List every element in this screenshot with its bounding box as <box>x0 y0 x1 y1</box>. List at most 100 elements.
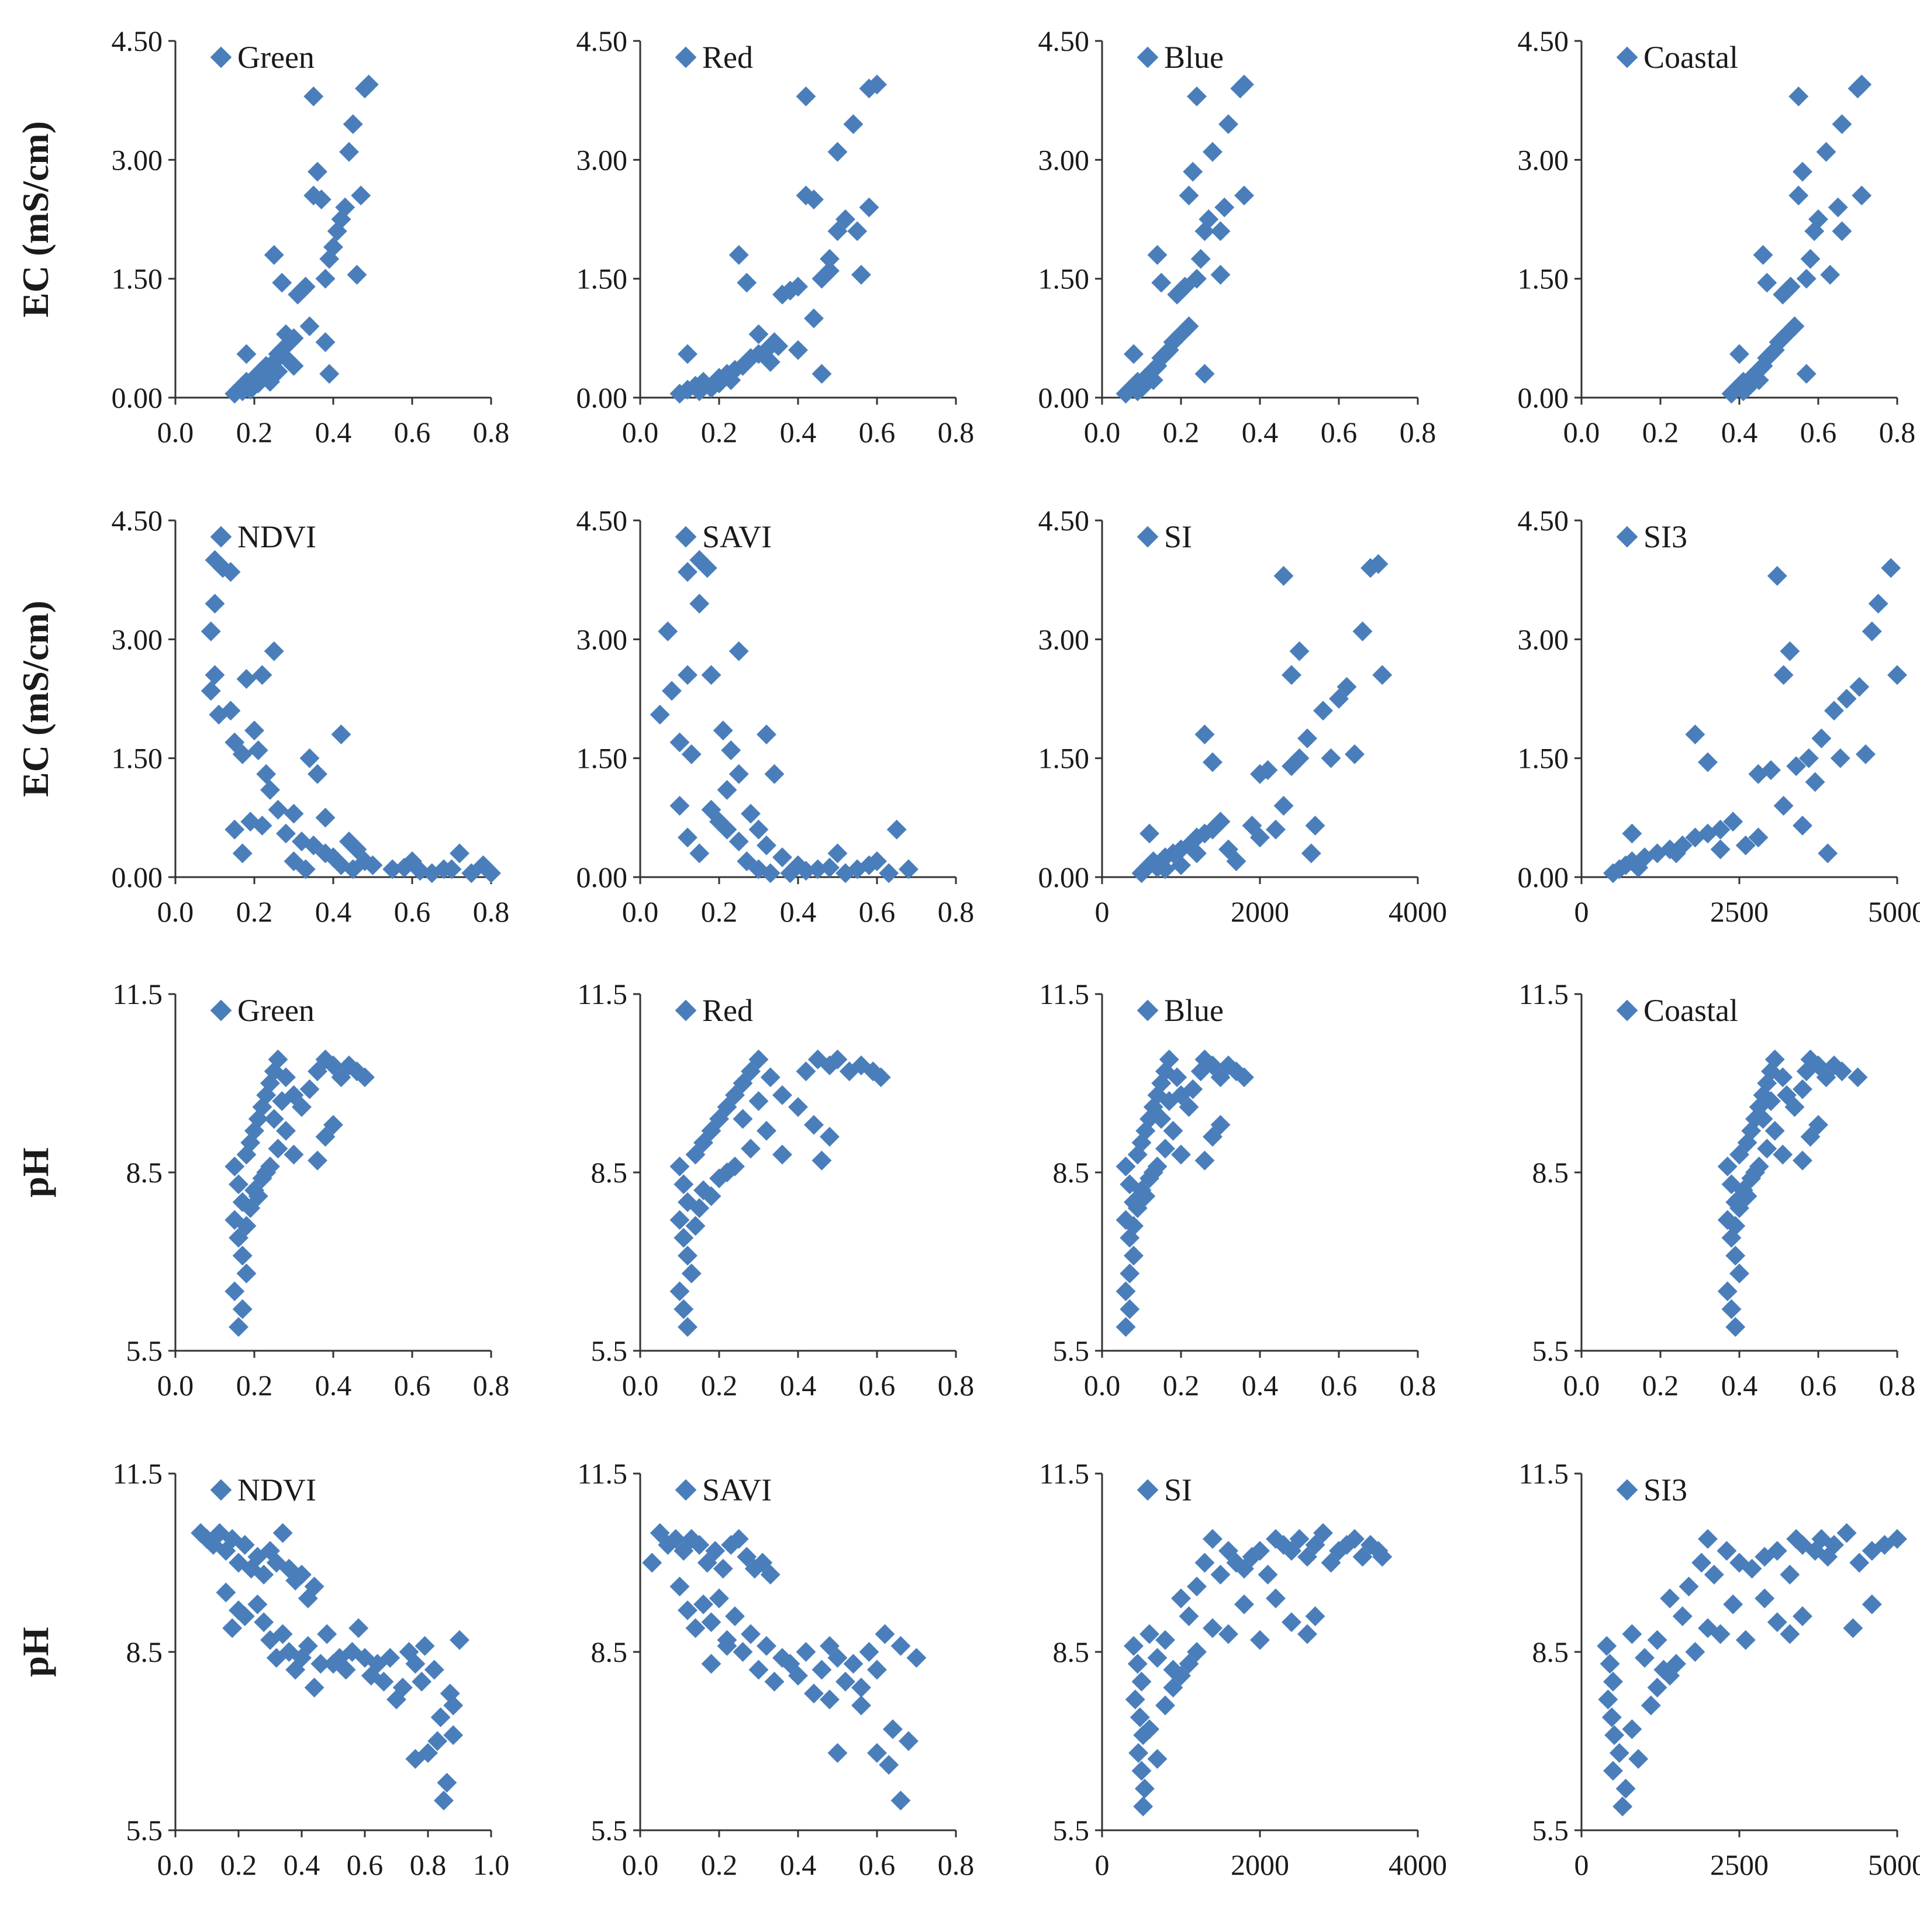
scatter-point <box>299 316 320 336</box>
x-tick-label: 0.4 <box>780 895 817 928</box>
scatter-point <box>1767 1612 1787 1633</box>
scatter-point <box>252 815 272 836</box>
scatter-point <box>424 1660 444 1680</box>
scatter-point <box>1190 249 1211 269</box>
scatter-point <box>1710 1624 1731 1644</box>
legend-label: SAVI <box>702 519 772 554</box>
scatter-point <box>827 1648 848 1668</box>
x-tick-label: 0.4 <box>1242 416 1279 448</box>
scatter-point <box>1764 1049 1785 1070</box>
scatter-point <box>299 748 320 768</box>
scatter-point <box>1345 744 1365 764</box>
x-tick-label: 0.0 <box>622 416 659 448</box>
x-tick-label: 0 <box>1574 1848 1589 1881</box>
scatter-point <box>1725 1246 1746 1266</box>
scatter-point <box>430 1707 451 1727</box>
scatter-point <box>681 1263 702 1284</box>
scatter-point <box>1297 728 1317 748</box>
y-tick-label: 1.50 <box>112 742 163 775</box>
scatter-point <box>264 641 284 661</box>
scatter-point <box>295 859 316 879</box>
scatter-point <box>757 1120 776 1141</box>
scatter-point <box>674 1174 694 1195</box>
y-tick-label: 4.50 <box>576 25 628 57</box>
scatter-point <box>1622 823 1642 844</box>
x-tick-label: 0.2 <box>1163 1369 1200 1402</box>
y-tick-label: 1.50 <box>1518 263 1569 295</box>
x-tick-label: 4000 <box>1389 895 1447 928</box>
scatter-point <box>264 245 284 265</box>
scatter-point <box>268 799 288 820</box>
scatter-point <box>689 594 710 614</box>
chart-panel-13: 5.5 8.5 11.5 0.0 0.2 0.4 0.6 0.8 1.0 pH NDVI <box>15 1457 509 1881</box>
scatter-point <box>772 1085 792 1105</box>
scatter-point <box>772 1144 792 1165</box>
scatter-point <box>355 1067 375 1088</box>
scatter-point <box>1729 344 1749 364</box>
scatter-point <box>1753 1109 1773 1129</box>
legend-marker <box>675 1479 697 1501</box>
legend-marker <box>1137 46 1159 68</box>
scatter-point <box>851 264 871 285</box>
scatter-point <box>1755 1588 1775 1609</box>
x-tick-label: 2500 <box>1710 1848 1769 1881</box>
scatter-point <box>1704 1564 1724 1585</box>
y-tick-label: 3.00 <box>1038 143 1090 176</box>
x-tick-label: 0.2 <box>1642 416 1679 448</box>
x-tick-label: 0 <box>1574 895 1589 928</box>
y-tick-label: 3.00 <box>576 623 628 656</box>
scatter-point <box>1155 1630 1175 1650</box>
scatter-point <box>1788 185 1809 206</box>
scatter-point <box>741 1138 761 1159</box>
scatter-point <box>1710 819 1731 840</box>
scatter-point <box>225 1156 245 1177</box>
scatter-point <box>879 863 899 884</box>
x-tick-label: 5000 <box>1868 1848 1920 1881</box>
scatter-point <box>681 744 702 764</box>
scatter-point <box>1721 1299 1742 1319</box>
scatter-point <box>728 832 749 851</box>
x-tick-label: 0.0 <box>157 895 194 928</box>
scatter-point <box>1120 1263 1140 1284</box>
scatter-point <box>1622 1719 1642 1740</box>
scatter-point <box>851 1695 871 1716</box>
scatter-point <box>669 1281 690 1302</box>
scatter-point <box>394 857 415 878</box>
y-tick-label: 8.5 <box>1532 1156 1569 1189</box>
scatter-point <box>220 562 241 582</box>
scatter-point <box>1828 197 1848 218</box>
scatter-point <box>713 1558 733 1579</box>
y-tick-label: 0.00 <box>1038 861 1090 893</box>
x-tick-label: 5000 <box>1868 895 1920 928</box>
scatter-point <box>1647 1630 1667 1650</box>
y-tick-label: 3.00 <box>112 143 163 176</box>
x-tick-label: 0.8 <box>938 416 975 448</box>
scatter-point <box>843 114 864 134</box>
scatter-point <box>1647 1678 1667 1698</box>
scatter-point <box>450 1630 469 1650</box>
scatter-point <box>232 744 253 764</box>
x-tick-label: 0.0 <box>157 416 194 448</box>
scatter-point <box>1266 1588 1286 1609</box>
chart-panel-15: 5.5 8.5 11.5 0 2000 4000 SI <box>1039 1457 1447 1881</box>
scatter-point <box>1187 843 1207 864</box>
scatter-point <box>662 681 682 701</box>
scatter-point <box>1120 1299 1140 1319</box>
scatter-point <box>1793 161 1812 182</box>
scatter-point <box>1171 855 1191 875</box>
scatter-point <box>867 1743 887 1763</box>
x-tick-label: 4000 <box>1389 1848 1447 1881</box>
y-tick-label: 11.5 <box>1518 1457 1569 1490</box>
scatter-point <box>693 1594 713 1614</box>
y-axis-label: pH <box>15 1627 56 1676</box>
legend-label: NDVI <box>237 519 316 554</box>
y-tick-label: 11.5 <box>1039 978 1089 1010</box>
scatter-point <box>1761 760 1781 780</box>
scatter-point <box>1171 324 1191 344</box>
legend-marker <box>1137 999 1159 1022</box>
scatter-point <box>1194 1552 1215 1573</box>
scatter-point <box>867 1660 887 1680</box>
scatter-point <box>1116 1317 1136 1337</box>
scatter-point <box>1155 1138 1175 1159</box>
scatter-point <box>757 835 776 855</box>
